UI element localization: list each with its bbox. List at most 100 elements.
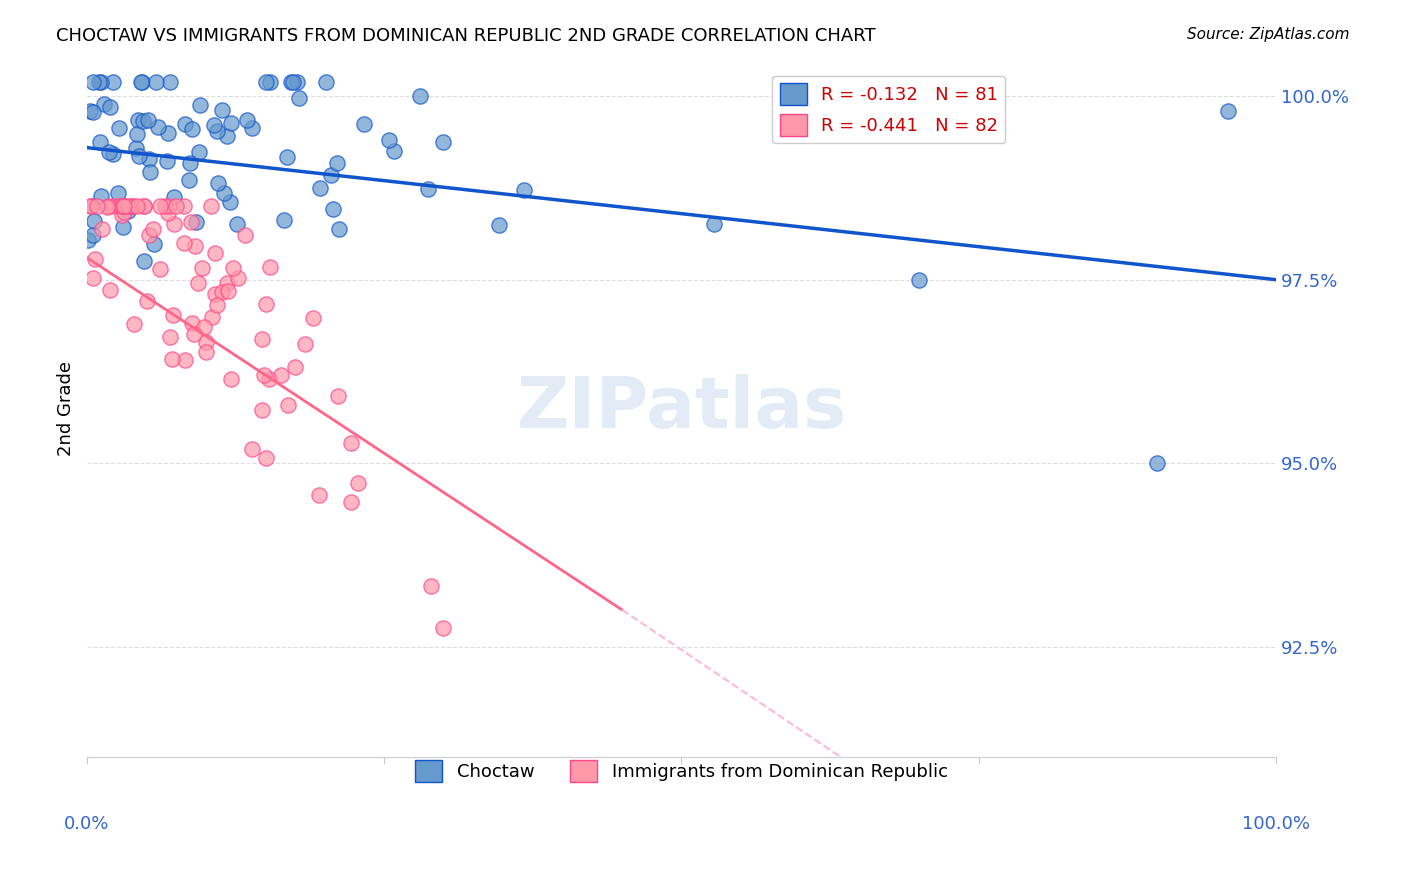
Point: [112, 199, 135, 213]
Point: [174, 353, 197, 368]
Point: [97, 145, 120, 160]
Point: [142, 237, 165, 252]
Point: [347, 475, 370, 490]
Point: [187, 145, 209, 159]
Point: [125, 141, 148, 155]
Point: [212, 186, 235, 201]
Point: [259, 74, 281, 88]
Point: [82, 74, 104, 88]
Point: [117, 199, 139, 213]
Point: [82, 227, 104, 242]
Point: [211, 103, 233, 118]
Point: [217, 128, 239, 143]
Point: [288, 91, 311, 105]
Point: [138, 227, 160, 242]
Text: CHOCTAW VS IMMIGRANTS FROM DOMINICAN REPUBLIC 2ND GRADE CORRELATION CHART: CHOCTAW VS IMMIGRANTS FROM DOMINICAN REP…: [56, 27, 876, 45]
Point: [257, 372, 280, 386]
Point: [273, 212, 295, 227]
Point: [108, 199, 131, 213]
Point: [159, 74, 181, 88]
Point: [205, 124, 228, 138]
Point: [136, 113, 159, 128]
Point: [183, 327, 205, 342]
Point: [149, 199, 172, 213]
Point: [90, 221, 112, 235]
Text: 100.0%: 100.0%: [1241, 815, 1310, 833]
Point: [117, 203, 139, 218]
Point: [120, 199, 142, 213]
Point: [112, 220, 135, 235]
Point: [139, 164, 162, 178]
Point: [100, 283, 122, 297]
Point: [240, 120, 263, 135]
Point: [173, 199, 195, 213]
Point: [339, 436, 361, 450]
Point: [419, 579, 441, 593]
Point: [83, 214, 105, 228]
Point: [252, 332, 274, 346]
Point: [157, 199, 180, 213]
Point: [319, 169, 342, 183]
Point: [1146, 456, 1168, 470]
Point: [107, 121, 129, 136]
Point: [111, 199, 134, 213]
Point: [90, 74, 112, 88]
Point: [82, 105, 104, 120]
Point: [287, 74, 309, 88]
Point: [194, 335, 217, 350]
Point: [79, 103, 101, 118]
Point: [309, 181, 332, 195]
Point: [326, 388, 349, 402]
Point: [101, 74, 124, 88]
Point: [156, 153, 179, 168]
Point: [226, 270, 249, 285]
Point: [328, 222, 350, 236]
Point: [149, 261, 172, 276]
Point: [112, 199, 135, 213]
Point: [107, 186, 129, 201]
Point: [128, 149, 150, 163]
Point: [382, 144, 405, 158]
Point: [211, 285, 233, 299]
Point: [180, 215, 202, 229]
Point: [222, 260, 245, 275]
Point: [250, 403, 273, 417]
Point: [124, 318, 146, 332]
Point: [340, 494, 363, 508]
Point: [163, 190, 186, 204]
Point: [111, 208, 134, 222]
Text: 0.0%: 0.0%: [65, 815, 110, 833]
Point: [202, 119, 225, 133]
Point: [294, 337, 316, 351]
Point: [408, 88, 430, 103]
Point: [142, 221, 165, 235]
Point: [101, 199, 124, 213]
Point: [129, 74, 152, 88]
Point: [132, 199, 155, 213]
Point: [378, 133, 401, 147]
Point: [157, 126, 180, 140]
Point: [205, 298, 228, 312]
Point: [89, 135, 111, 149]
Point: [80, 199, 103, 213]
Point: [132, 114, 155, 128]
Point: [418, 182, 440, 196]
Point: [276, 150, 298, 164]
Point: [221, 371, 243, 385]
Point: [191, 261, 214, 276]
Point: [173, 235, 195, 250]
Point: [488, 218, 510, 232]
Point: [97, 199, 120, 213]
Point: [98, 100, 121, 114]
Point: [201, 310, 224, 324]
Point: [163, 217, 186, 231]
Point: [233, 227, 256, 242]
Point: [322, 202, 344, 217]
Point: [253, 368, 276, 382]
Point: [184, 215, 207, 229]
Point: [221, 115, 243, 129]
Point: [82, 271, 104, 285]
Point: [280, 74, 302, 88]
Point: [159, 329, 181, 343]
Point: [315, 74, 337, 88]
